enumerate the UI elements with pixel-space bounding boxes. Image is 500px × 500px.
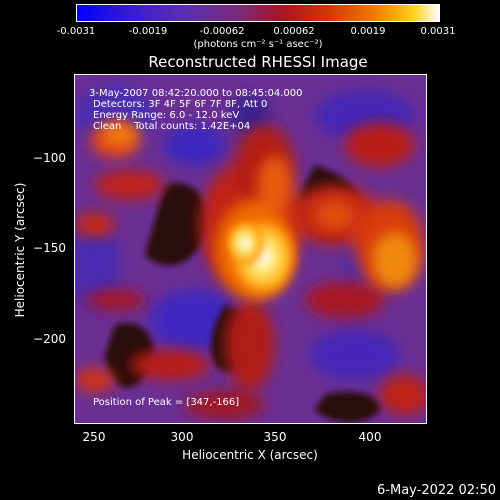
colorbar-tick: 0.0019	[350, 26, 386, 37]
colorbar	[76, 4, 440, 22]
x-axis-label: Heliocentric X (arcsec)	[182, 448, 318, 462]
annotation-energy-range: Energy Range: 6.0 - 12.0 keV	[93, 110, 240, 121]
x-tick: 300	[170, 430, 194, 444]
annotation-detectors: Detectors: 3F 4F 5F 6F 7F 8F, Att 0	[93, 99, 268, 110]
rhessi-image: 3-May-2007 08:42:20.000 to 08:45:04.000 …	[74, 74, 427, 424]
colorbar-tick: -0.0019	[128, 26, 168, 37]
colorbar-tick: -0.00062	[199, 26, 245, 37]
x-tick: 250	[82, 430, 106, 444]
render-timestamp: 6-May-2022 02:50	[377, 483, 496, 498]
y-axis-label: Heliocentric Y (arcsec)	[13, 182, 27, 318]
x-tick: 350	[263, 430, 287, 444]
peak-position: Position of Peak = [347,-166]	[93, 397, 240, 408]
flare-map	[75, 75, 426, 423]
y-tick: −150	[33, 241, 66, 255]
y-tick: −200	[33, 332, 66, 346]
colorbar-tick: -0.0031	[56, 26, 96, 37]
annotation-time-range: 3-May-2007 08:42:20.000 to 08:45:04.000	[89, 88, 303, 99]
colorbar-tick: 0.0031	[420, 26, 456, 37]
plot-title: Reconstructed RHESSI Image	[148, 53, 368, 71]
x-tick: 400	[358, 430, 382, 444]
colorbar-tick: 0.00062	[273, 26, 315, 37]
annotation-clean-counts: Clean Total counts: 1.42E+04	[93, 121, 251, 132]
y-tick: −100	[33, 151, 66, 165]
colorbar-unit: (photons cm⁻² s⁻¹ asec⁻²)	[193, 39, 323, 50]
